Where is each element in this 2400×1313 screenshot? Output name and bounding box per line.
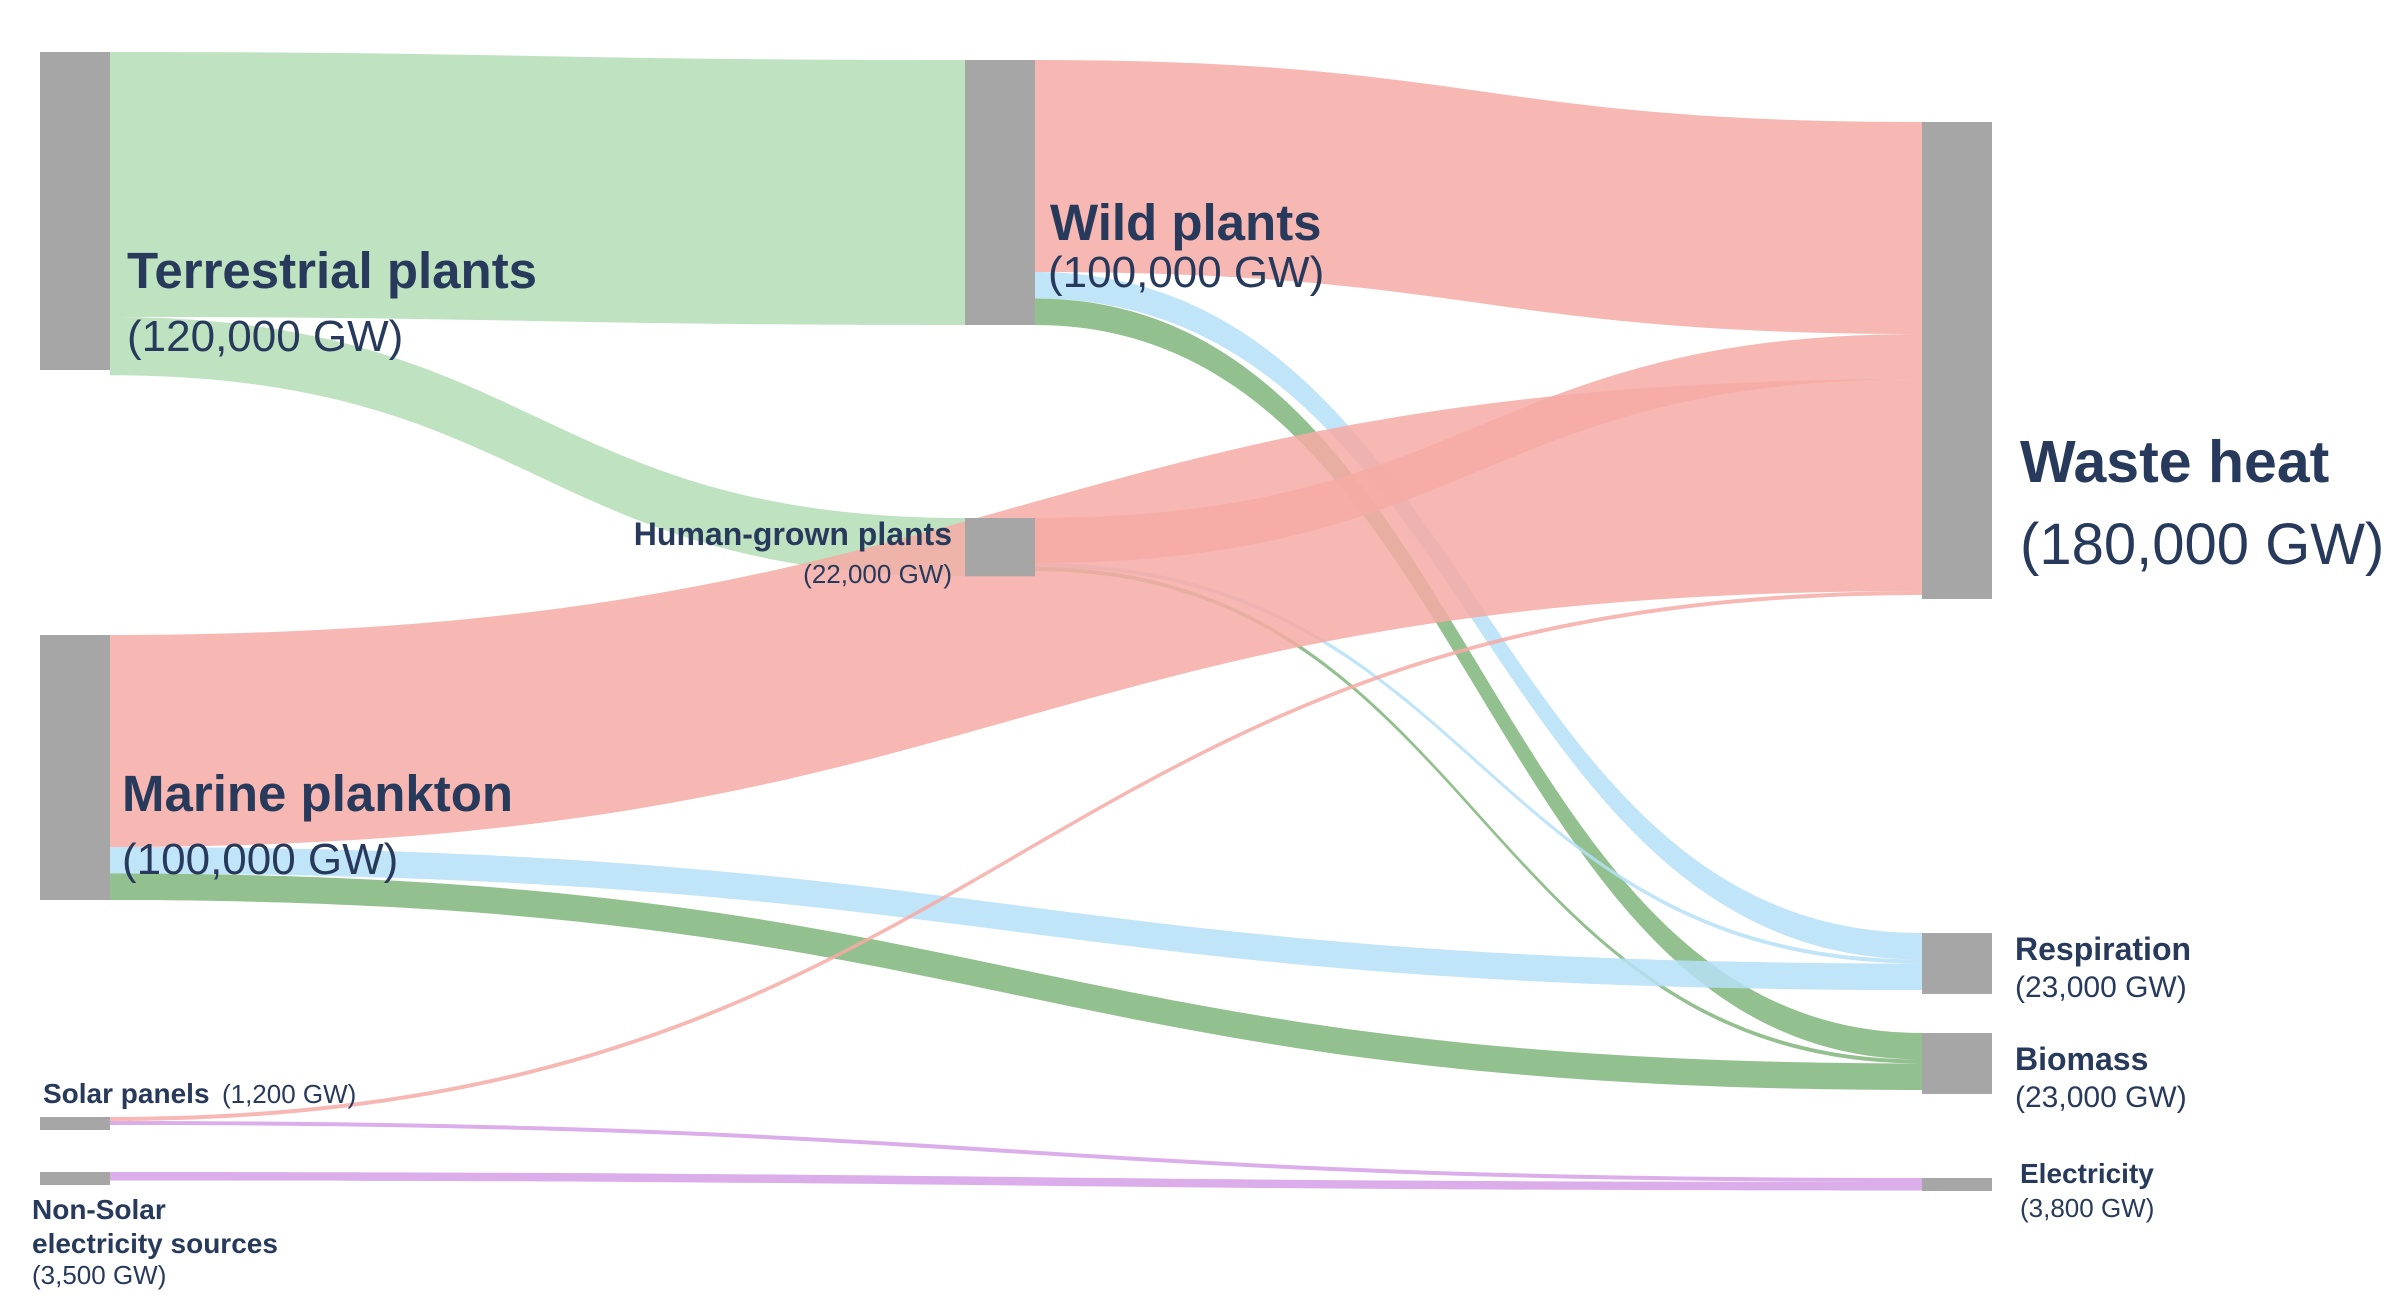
node-value: (120,000 GW) <box>127 312 404 362</box>
node-value: (1,200 GW) <box>221 1079 357 1109</box>
node-label-electricity: Electricity (3,800 GW) <box>2020 1157 2154 1224</box>
node-waste <box>1922 122 1992 599</box>
node-wild <box>965 60 1035 325</box>
link-wild-to-biomass <box>1035 298 1922 1060</box>
node-biomass <box>1922 1033 1992 1094</box>
node-name: Solar panels <box>43 1078 210 1109</box>
node-electricity <box>1922 1178 1992 1191</box>
link-solar-to-waste <box>110 591 1922 1121</box>
node-nonsolar <box>40 1172 110 1185</box>
node-label-respiration: Respiration (23,000 GW) <box>2015 930 2191 1006</box>
node-label-solar: Solar panels (1,200 GW) <box>43 1077 356 1111</box>
node-label-waste: Waste heat (180,000 GW) <box>2020 427 2384 579</box>
links-layer <box>110 52 1922 1191</box>
node-label-terrestrial: Terrestrial plants (120,000 GW) <box>127 240 537 364</box>
link-human-to-respiration <box>1035 563 1922 964</box>
node-value: (3,500 GW) <box>32 1260 167 1291</box>
node-name: Human-grown plants <box>633 516 952 552</box>
node-solar <box>40 1117 110 1130</box>
node-terrestrial <box>40 52 110 370</box>
node-value: (100,000 GW) <box>1048 248 1325 298</box>
link-wild-to-waste <box>1035 60 1922 334</box>
link-nonsolar-to-electricity <box>110 1172 1922 1191</box>
node-name: Wild plants <box>1050 194 1322 251</box>
link-terrestrial-to-wild <box>110 52 965 325</box>
node-name: Waste heat <box>2020 429 2330 495</box>
node-value: (3,800 GW) <box>2020 1192 2155 1223</box>
node-label-nonsolar: Non-Solar electricity sources (3,500 GW) <box>32 1193 278 1291</box>
link-terrestrial-to-human <box>110 317 965 577</box>
link-human-to-biomass <box>1035 567 1922 1064</box>
node-name: Respiration <box>2015 931 2192 967</box>
node-respiration <box>1922 933 1992 994</box>
node-value: (22,000 GW) <box>803 559 952 590</box>
node-human <box>965 518 1035 577</box>
node-label-biomass: Biomass (23,000 GW) <box>2015 1040 2187 1116</box>
node-label-wild: Wild plants (100,000 GW) <box>1048 192 1324 300</box>
node-value: (23,000 GW) <box>2015 1081 2187 1115</box>
node-value: (180,000 GW) <box>2020 511 2385 577</box>
node-name-line2: electricity sources <box>32 1227 278 1259</box>
nodes-layer <box>40 52 1992 1191</box>
link-marine-to-respiration <box>110 847 1922 990</box>
node-value: (23,000 GW) <box>2015 971 2187 1005</box>
node-label-human: Human-grown plants (22,000 GW) <box>560 515 952 591</box>
link-marine-to-biomass <box>110 873 1922 1090</box>
node-name: Biomass <box>2015 1041 2149 1077</box>
link-solar-to-electricity <box>110 1121 1922 1182</box>
node-name: Electricity <box>2020 1158 2154 1189</box>
node-name: Terrestrial plants <box>127 242 538 299</box>
node-value: (100,000 GW) <box>122 835 399 885</box>
node-marine <box>40 635 110 900</box>
node-name-line1: Non-Solar <box>32 1194 166 1225</box>
node-name: Marine plankton <box>122 765 514 822</box>
link-marine-to-waste <box>110 379 1922 847</box>
node-label-marine: Marine plankton (100,000 GW) <box>122 763 513 887</box>
